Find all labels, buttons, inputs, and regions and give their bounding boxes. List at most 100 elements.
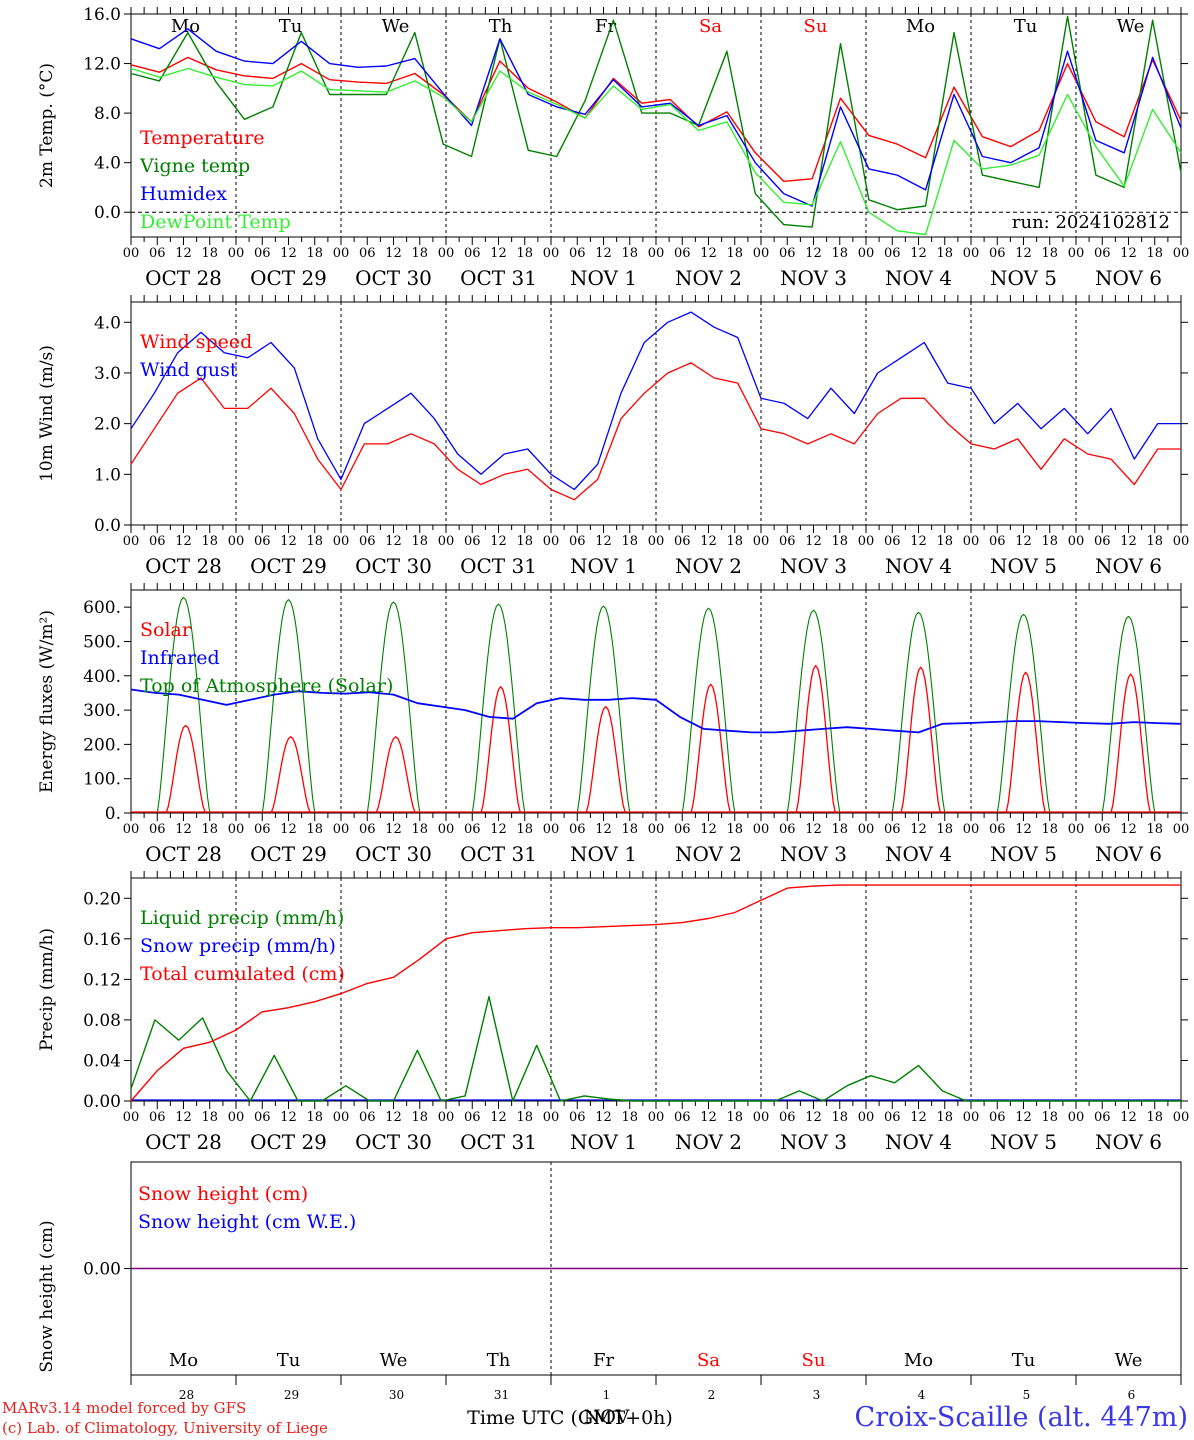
y-tick-label: 0.08 [83, 1011, 121, 1031]
hour-tick-label: 12 [595, 246, 612, 261]
y-tick-label: 0.0 [94, 516, 121, 536]
solar-line [480, 686, 522, 814]
date-label: NOV 1 [570, 554, 637, 578]
legend-entry: DewPoint Temp [140, 211, 291, 233]
toa-solar-line [891, 611, 946, 814]
hour-tick-label: 06 [464, 246, 481, 261]
hour-tick-label: 06 [254, 246, 271, 261]
legend-entry: Temperature [140, 127, 264, 149]
hour-tick-label: 06 [779, 1110, 796, 1125]
hour-tick-label: 12 [490, 246, 507, 261]
date-label: OCT 28 [145, 554, 222, 578]
y-tick-label: 300. [83, 701, 121, 721]
hour-tick-label: 06 [1094, 822, 1111, 837]
date-label: NOV 5 [990, 842, 1057, 866]
legend-entry: Wind speed [140, 331, 252, 353]
y-axis-label: Energy fluxes (W/m²) [37, 610, 57, 793]
series-line-blue [130, 28, 1182, 207]
run-annotation: run: 2024102812 [1012, 212, 1170, 233]
y-tick-label: 100. [83, 770, 121, 790]
date-label: NOV 3 [780, 554, 847, 578]
hour-tick-label: 00 [333, 534, 350, 549]
hour-tick-label: 00 [123, 822, 140, 837]
y-tick-label: 3.0 [94, 364, 121, 384]
date-label: NOV 1 [570, 266, 637, 290]
hour-tick-label: 12 [1015, 246, 1032, 261]
hour-tick-label: 12 [385, 822, 402, 837]
toa-solar-line [156, 596, 211, 814]
date-label: NOV 5 [990, 1130, 1057, 1154]
hour-tick-label: 12 [175, 534, 192, 549]
hour-tick-label: 18 [1146, 822, 1163, 837]
date-label: NOV 3 [780, 1130, 847, 1154]
hour-tick-label: 06 [254, 822, 271, 837]
hour-tick-label: 18 [726, 1110, 743, 1125]
legend-entry: Top of Atmosphere (Solar) [140, 675, 393, 697]
hour-tick-label: 12 [805, 1110, 822, 1125]
hour-tick-label: 00 [333, 1110, 350, 1125]
hour-tick-label: 18 [936, 534, 953, 549]
y-tick-label: 4.0 [94, 154, 121, 174]
day-number-label: 4 [918, 1388, 926, 1402]
date-label: OCT 30 [355, 842, 432, 866]
hour-tick-label: 12 [910, 534, 927, 549]
hour-tick-label: 12 [595, 1110, 612, 1125]
hour-tick-label: 12 [1015, 822, 1032, 837]
hour-tick-label: 00 [228, 534, 245, 549]
hour-tick-label: 06 [149, 534, 166, 549]
hour-tick-label: 12 [175, 246, 192, 261]
hour-tick-label: 18 [726, 822, 743, 837]
legend-entry: Snow height (cm W.E.) [138, 1211, 356, 1233]
legend-entry: Solar [140, 619, 192, 641]
hour-tick-label: 18 [831, 1110, 848, 1125]
weekday-label: Mo [904, 1350, 933, 1371]
hour-tick-label: 06 [359, 822, 376, 837]
legend-entry: Humidex [140, 183, 227, 205]
station-title: Croix-Scaille (alt. 447m) [854, 1402, 1188, 1433]
date-label: NOV 6 [1095, 842, 1162, 866]
series-line-blue [130, 311, 1181, 491]
toa-solar-line [366, 601, 421, 814]
y-tick-label: 600. [83, 598, 121, 618]
hour-tick-label: 06 [674, 534, 691, 549]
date-label: OCT 31 [460, 842, 537, 866]
hour-tick-label: 00 [963, 1110, 980, 1125]
hour-tick-label: 18 [1041, 534, 1058, 549]
toa-solar-line [681, 607, 736, 814]
hour-tick-label: 18 [726, 246, 743, 261]
hour-tick-label: 00 [648, 1110, 665, 1125]
y-tick-label: 0.16 [83, 930, 121, 950]
weekday-label: We [380, 1350, 408, 1371]
y-axis-label: Precip (mm/h) [37, 928, 57, 1051]
legend-entry: Wind gust [140, 359, 238, 381]
date-label: OCT 28 [145, 266, 222, 290]
date-label: NOV 2 [675, 842, 742, 866]
hour-tick-label: 00 [858, 534, 875, 549]
hour-tick-label: 06 [989, 534, 1006, 549]
weekday-label: Su [802, 1350, 826, 1371]
hour-tick-label: 00 [543, 1110, 560, 1125]
hour-tick-label: 12 [385, 534, 402, 549]
y-tick-label: 2.0 [94, 415, 121, 435]
hour-tick-label: 18 [201, 822, 218, 837]
hour-tick-label: 12 [700, 534, 717, 549]
hour-tick-label: 18 [621, 1110, 638, 1125]
hour-tick-label: 00 [963, 822, 980, 837]
hour-tick-label: 06 [779, 246, 796, 261]
hour-tick-label: 12 [280, 822, 297, 837]
date-label: NOV 5 [990, 266, 1057, 290]
y-tick-label: 12.0 [83, 55, 121, 75]
hour-tick-label: 00 [1068, 1110, 1085, 1125]
hour-tick-label: 18 [306, 246, 323, 261]
hour-tick-label: 12 [805, 246, 822, 261]
date-label: NOV 6 [1095, 1130, 1162, 1154]
hour-tick-label: 06 [1094, 534, 1111, 549]
hour-tick-label: 12 [700, 246, 717, 261]
date-label: NOV 4 [885, 554, 952, 578]
date-label: NOV 4 [885, 266, 952, 290]
series-line-red [130, 362, 1181, 501]
date-label: NOV 3 [780, 842, 847, 866]
hour-tick-label: 06 [1094, 1110, 1111, 1125]
hour-tick-label: 12 [595, 534, 612, 549]
